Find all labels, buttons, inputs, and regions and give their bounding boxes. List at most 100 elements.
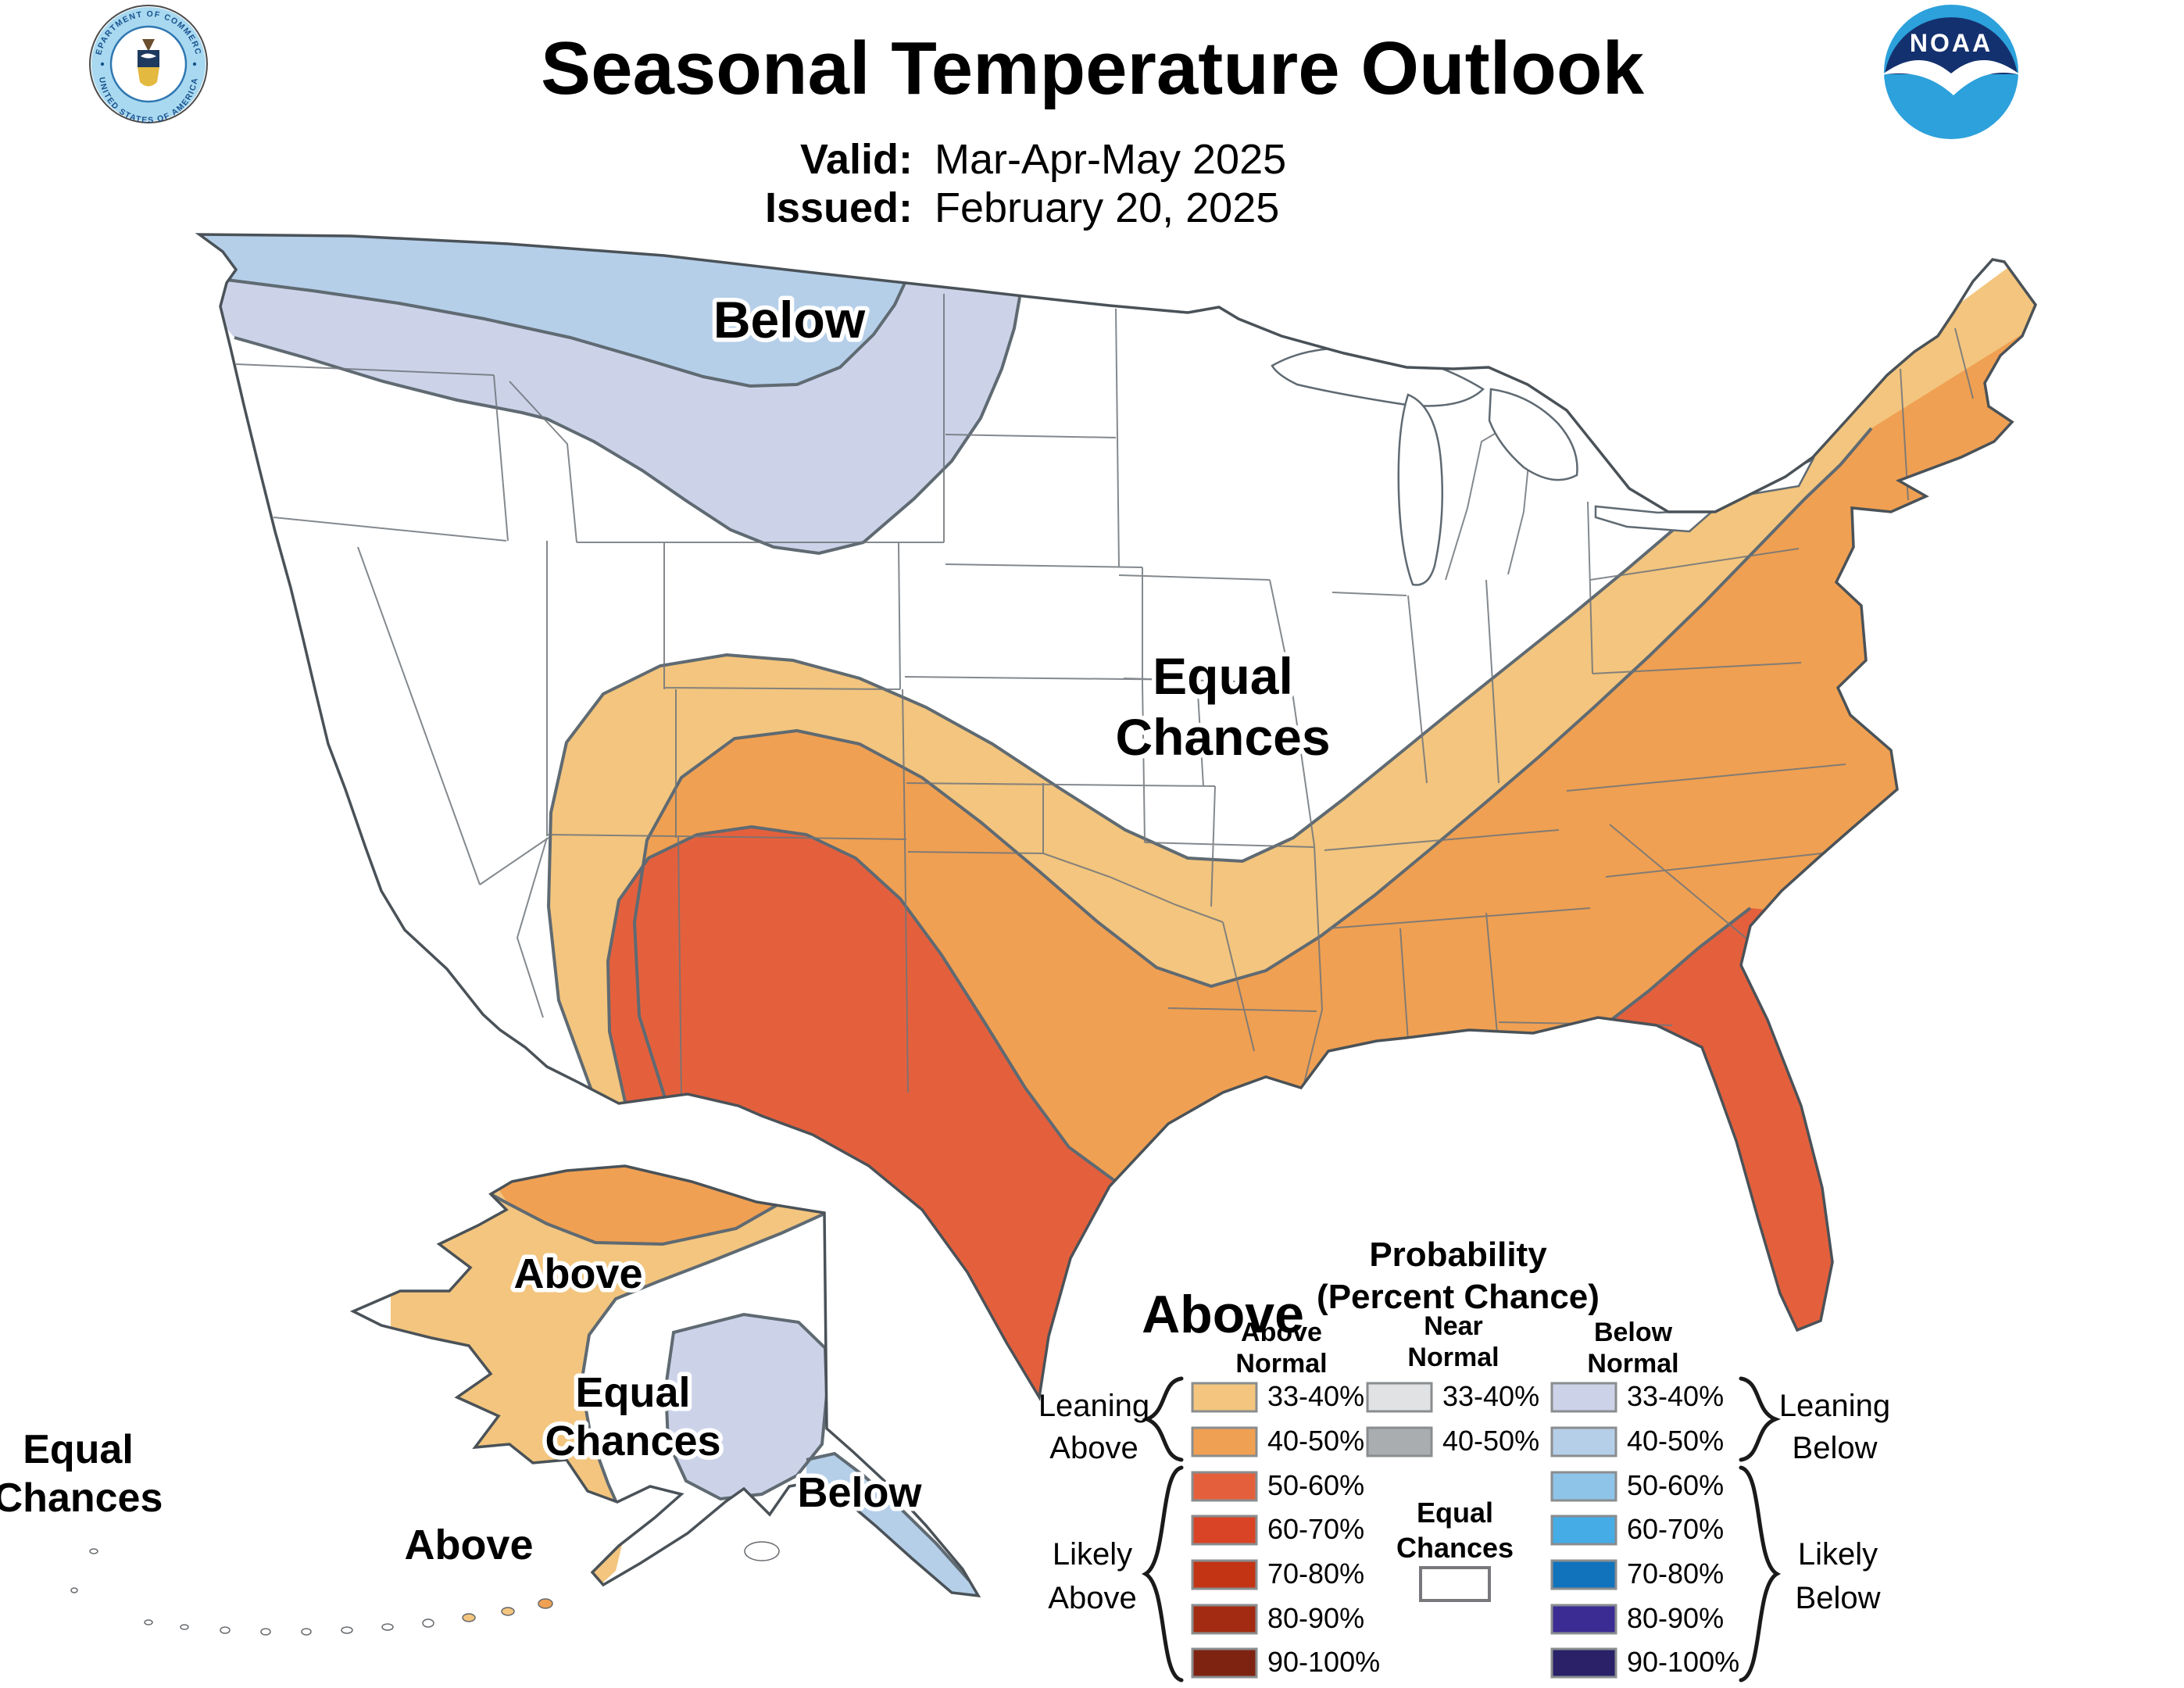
- legend-equal-chances: Equal Chances: [1396, 1497, 1514, 1602]
- valid-value: Mar-Apr-May 2025: [935, 136, 1286, 183]
- label-aleutians-above: Above: [404, 1522, 533, 1568]
- svg-text:70-80%: 70-80%: [1627, 1557, 1724, 1590]
- legend-swatch-below-40-50: [1550, 1426, 1617, 1457]
- legend-col-below-line2: Normal: [1587, 1349, 1678, 1379]
- legend-swatch-above-60-70: [1191, 1515, 1258, 1546]
- label-conus-below: Below: [713, 291, 866, 349]
- svg-text:Equal: Equal: [1153, 647, 1293, 705]
- legend-title-line2: (Percent Chance): [1317, 1278, 1600, 1316]
- conus-outline: [195, 233, 2037, 1402]
- label-ak-below: Below: [797, 1469, 922, 1516]
- svg-text:Above: Above: [1049, 1431, 1138, 1465]
- legend-title-line1: Probability: [1369, 1236, 1547, 1274]
- valid-label: Valid:: [800, 136, 913, 183]
- legend-swatch-above-80-90: [1191, 1604, 1258, 1635]
- legend: Probability (Percent Chance) Above Norma…: [1038, 1236, 1890, 1683]
- legend-swatch-above-70-80: [1191, 1559, 1258, 1590]
- contour-ak-above-33-40: [579, 1210, 831, 1526]
- label-conus-equal-chances: Equal Chances: [1111, 643, 1335, 771]
- legend-below-column: 33-40% 40-50% 50-60% 60-70% 70-80% 80-90…: [1550, 1380, 1739, 1679]
- svg-text:Leaning: Leaning: [1779, 1389, 1890, 1423]
- legend-swatch-above-90-100: [1191, 1647, 1258, 1679]
- commerce-seal-logo: DEPARTMENT OF COMMERCE UNITED STATES OF …: [0, 0, 208, 125]
- contour-above-40-50: [632, 427, 1873, 1101]
- legend-swatch-above-50-60: [1191, 1471, 1258, 1502]
- legend-swatch-below-70-80: [1550, 1559, 1617, 1590]
- svg-text:80-90%: 80-90%: [1267, 1602, 1364, 1634]
- issued-value: February 20, 2025: [935, 184, 1279, 231]
- state-borders: [235, 294, 1974, 1101]
- contour-ak-above-40-50: [490, 1193, 792, 1246]
- svg-text:40-50%: 40-50%: [1267, 1425, 1364, 1457]
- legend-group-leaning-above: Leaning Above: [1038, 1389, 1149, 1465]
- legend-swatch-above-33-40: [1191, 1382, 1258, 1413]
- label-ak-above: Above: [513, 1250, 642, 1297]
- valid-issued-block: Valid: Mar-Apr-May 2025 Issued: February…: [765, 136, 1286, 231]
- lake-michigan: [1397, 393, 1444, 586]
- legend-group-likely-above: Likely Above: [1048, 1537, 1136, 1615]
- region-ak-above-40-50: [469, 1166, 791, 1244]
- noaa-seagull-icon: [1882, 59, 2021, 95]
- legend-near-column: 33-40% 40-50%: [1366, 1380, 1539, 1457]
- svg-text:Chances: Chances: [545, 1418, 720, 1464]
- contour-ak-below-40-50: [806, 1451, 970, 1582]
- brace-likely-below: [1739, 1465, 1782, 1683]
- legend-swatch-below-50-60: [1550, 1471, 1617, 1502]
- legend-swatch-equal-chances: [1419, 1566, 1491, 1602]
- brace-leaning-below: [1739, 1376, 1781, 1462]
- svg-text:60-70%: 60-70%: [1627, 1513, 1724, 1545]
- svg-text:33-40%: 33-40%: [1442, 1380, 1539, 1412]
- legend-col-above-line1: Above: [1241, 1318, 1322, 1347]
- legend-above-column: 33-40% 40-50% 50-60% 60-70% 70-80% 80-90…: [1191, 1380, 1380, 1679]
- svg-text:80-90%: 80-90%: [1627, 1602, 1724, 1634]
- svg-text:90-100%: 90-100%: [1627, 1646, 1739, 1678]
- legend-swatch-near-40-50: [1366, 1426, 1433, 1457]
- legend-swatch-below-80-90: [1550, 1604, 1617, 1635]
- svg-text:Chances: Chances: [0, 1475, 163, 1521]
- legend-col-above-line2: Normal: [1235, 1349, 1327, 1379]
- label-conus-above: Above: [1142, 1285, 1304, 1344]
- brace-likely-above: [1141, 1465, 1184, 1683]
- noaa-logo-text: NOAA: [1910, 29, 1993, 57]
- svg-text:90-100%: 90-100%: [1267, 1646, 1380, 1678]
- legend-swatch-near-33-40: [1366, 1382, 1433, 1413]
- svg-text:40-50%: 40-50%: [1627, 1425, 1724, 1457]
- svg-text:50-60%: 50-60%: [1267, 1469, 1364, 1501]
- svg-text:Equal: Equal: [575, 1369, 690, 1416]
- svg-text:Below: Below: [1796, 1581, 1881, 1615]
- contour-below-33-40: [234, 296, 1021, 556]
- brace-leaning-above: [1142, 1376, 1184, 1462]
- legend-col-near-line1: Near: [1424, 1311, 1483, 1341]
- seal-eagle-shield-icon: [100, 39, 197, 87]
- svg-text:33-40%: 33-40%: [1267, 1380, 1364, 1412]
- legend-swatch-below-90-100: [1550, 1647, 1617, 1679]
- svg-text:60-70%: 60-70%: [1267, 1513, 1364, 1545]
- svg-text:Likely: Likely: [1798, 1537, 1878, 1572]
- region-ak-below-33-40: [666, 1314, 827, 1499]
- svg-text:Equal: Equal: [23, 1427, 134, 1472]
- issued-label: Issued:: [765, 184, 913, 231]
- svg-text:Chances: Chances: [1396, 1532, 1514, 1564]
- aleutian-islands: [70, 1541, 780, 1636]
- svg-text:70-80%: 70-80%: [1267, 1557, 1364, 1590]
- contour-above-33-40: [546, 393, 1838, 1093]
- region-ak-below-40-50: [806, 1454, 978, 1596]
- legend-swatch-below-60-70: [1550, 1515, 1617, 1546]
- svg-text:Above: Above: [1048, 1581, 1136, 1615]
- svg-text:33-40%: 33-40%: [1627, 1380, 1724, 1412]
- label-ak-equal-chances: Equal Chances: [541, 1365, 725, 1469]
- contour-ak-below-33-40: [663, 1312, 829, 1501]
- svg-text:Below: Below: [1793, 1431, 1878, 1465]
- legend-col-near-line2: Normal: [1407, 1343, 1499, 1372]
- alaska-outline: [349, 1164, 981, 1598]
- lake-huron: [1488, 388, 1578, 481]
- svg-text:Likely: Likely: [1053, 1537, 1132, 1572]
- svg-text:Equal: Equal: [1417, 1497, 1493, 1529]
- legend-group-leaning-below: Leaning Below: [1779, 1389, 1890, 1465]
- legend-swatch-below-33-40: [1550, 1382, 1617, 1413]
- svg-text:Leaning: Leaning: [1038, 1389, 1149, 1423]
- svg-text:40-50%: 40-50%: [1442, 1425, 1539, 1457]
- noaa-logo: NOAA: [1882, 5, 2021, 139]
- page-title: Seasonal Temperature Outlook: [541, 27, 1645, 110]
